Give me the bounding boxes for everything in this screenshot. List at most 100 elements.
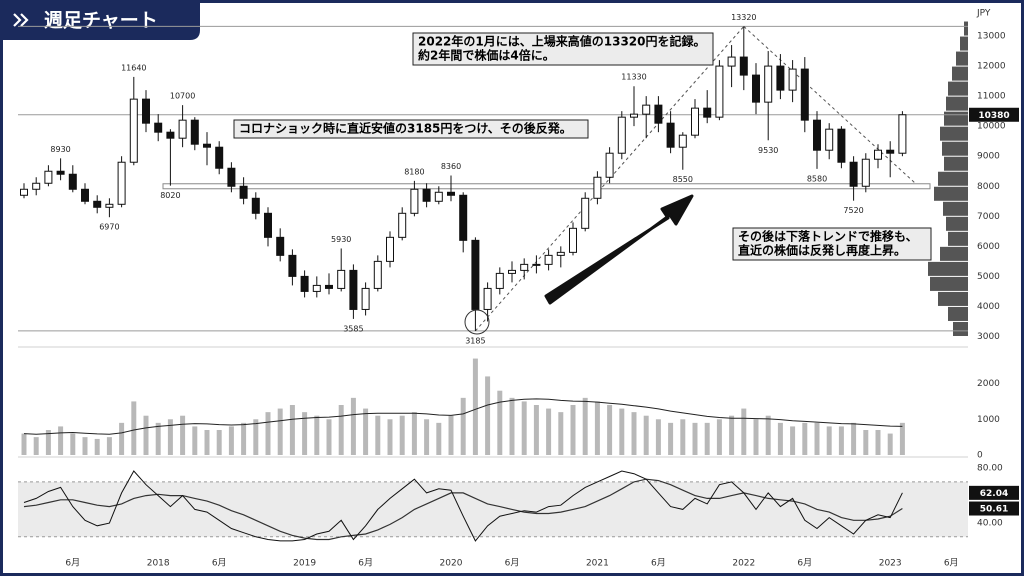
volume-bar [167,419,173,455]
candle-body [727,56,736,67]
candle-body [556,251,565,256]
y-tick-label: 4000 [977,302,1000,312]
volume-bar [106,437,112,455]
candle-body [605,152,614,178]
volume-bar [350,397,356,455]
volume-profile-bar [938,171,968,186]
candle-body [459,194,468,241]
volume-bar [558,412,564,455]
x-tick-label: 6月 [505,558,520,569]
candle-body [508,269,516,274]
swing-high-label: 10700 [170,92,195,101]
y-tick-label: 6000 [977,242,1000,252]
candle-body [105,203,114,208]
volume-bar [448,415,454,455]
candle-body [886,149,895,154]
candle-body [691,107,699,136]
volume-bar [314,415,320,455]
volume-bar [411,412,417,455]
volume-bar [863,430,869,455]
volume-bar [521,401,527,455]
y-tick-label: 12000 [977,62,1006,72]
x-tick-label: 6月 [944,558,959,569]
candle-body [434,191,443,202]
swing-high-label: 8180 [404,167,424,176]
swing-low-label: 7520 [843,206,863,215]
candle-body [190,119,199,145]
volume-bar [692,422,698,455]
y-tick-label: 7000 [977,212,1000,222]
header-icon [20,13,29,27]
candle-body [849,161,858,187]
y-tick-label: 0 [977,451,983,461]
volume-profile-bar [946,96,968,111]
volume-profile-bar [938,291,968,306]
volume-bar [21,433,27,455]
x-tick-label: 2021 [586,559,609,569]
x-tick-label: 2022 [732,559,755,569]
volume-bar [33,437,39,455]
volume-profile-bar [956,51,968,66]
candle-body [739,56,748,76]
candle-body [386,236,394,262]
x-tick-label: 6月 [651,558,666,569]
candle-body [617,116,626,154]
swing-low-label: 8580 [807,174,827,183]
volume-profile-bar [948,306,968,321]
candle-body [642,104,651,115]
swing-high-label: 8930 [50,145,70,154]
back-layer [18,21,968,538]
volume-bar [302,412,308,455]
volume-bar [228,426,234,455]
volume-profile-bar [940,126,968,141]
y-tick-label: 11000 [977,92,1006,102]
volume-bar [485,376,491,455]
main-layer: 3000400050006000700080009000100001100012… [20,26,1006,569]
volume-bar [216,430,222,455]
candle-body [410,188,419,214]
candle-body [752,74,760,103]
rsi-band [18,481,968,537]
candle-body [337,269,346,289]
y-tick-label: 8000 [977,182,1000,192]
volume-profile-bar [943,201,968,216]
candle-body [532,263,541,266]
volume-bar [619,408,625,455]
swing-high-label: 5930 [331,235,351,244]
volume-bar [704,422,710,455]
y-tick-label: 3000 [977,332,1000,342]
y-tick-label: 10000 [977,122,1006,132]
volume-profile-bar [952,66,968,81]
volume-bar [424,419,430,455]
volume-bar [387,419,393,455]
volume-bar [887,433,893,455]
candle-body [361,287,370,310]
candle-body [825,128,834,151]
volume-bar [607,405,613,455]
swing-high-label: 8360 [441,162,461,171]
candle-body [166,131,175,139]
volume-bar [814,422,820,455]
annotation-text: その後は下落トレンドで推移も、 [738,229,918,244]
notes-layer: 8930 6970 11640 8020 10700 5930 3585 8180 8360 31… [50,13,1019,516]
volume-bar [192,426,198,455]
volume-bar [729,415,735,455]
volume-bar [851,422,857,455]
x-tick-label: 2020 [440,559,463,569]
swing-high-label: 11330 [621,73,646,82]
candle-body [129,98,138,163]
x-tick-label: 2023 [879,559,902,569]
candle-body [666,122,675,148]
volume-bar [570,405,576,455]
volume-average-line [23,398,903,435]
candle-body [581,197,590,229]
volume-bar [546,408,552,455]
value-badge-label: 10380 [978,111,1009,121]
volume-profile-bar [964,21,968,36]
support-line [162,183,931,190]
x-tick-label: 6月 [212,558,227,569]
volume-bar [241,422,247,455]
volume-bar [838,426,844,455]
y-tick-label: 40.00 [977,519,1003,529]
